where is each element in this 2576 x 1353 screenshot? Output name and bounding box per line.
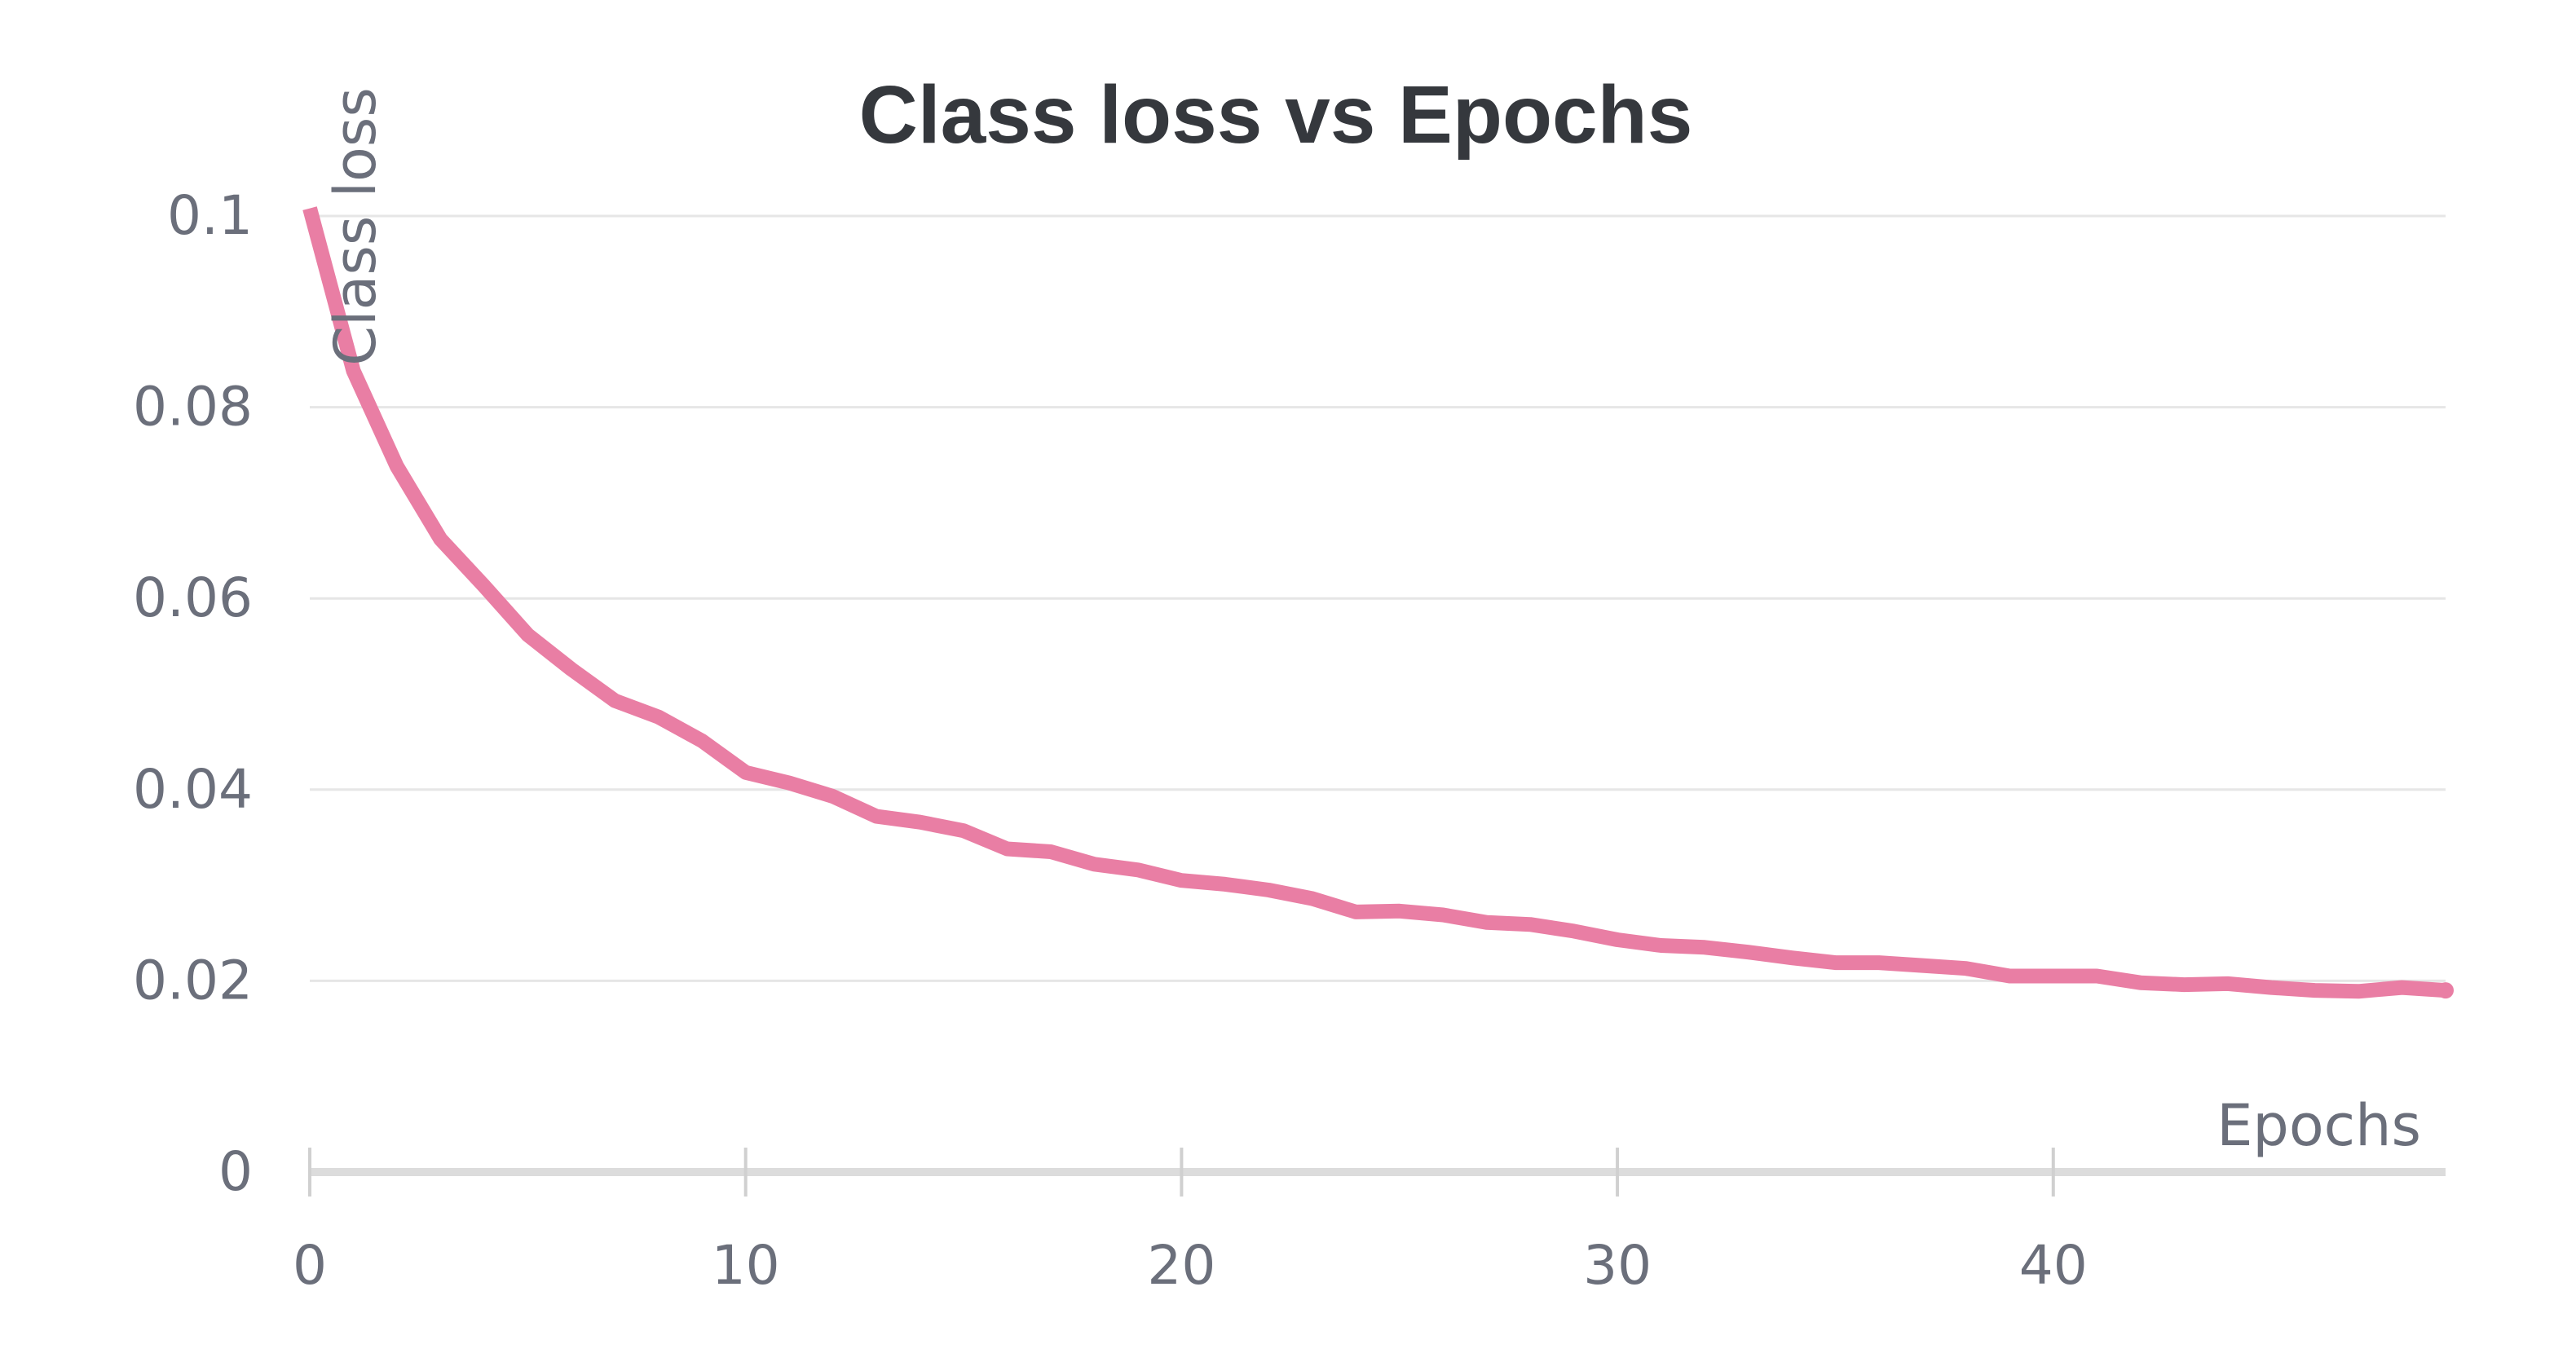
y-tick-label: 0.04 — [133, 758, 253, 821]
y-tick-label: 0.08 — [133, 376, 253, 439]
x-tick-label: 30 — [1583, 1234, 1652, 1297]
y-tick-label: 0 — [218, 1140, 253, 1203]
y-axis-ticks: 0 0.02 0.04 0.06 0.08 0.1 — [133, 184, 253, 1203]
x-tick-label: 40 — [2019, 1234, 2088, 1297]
y-axis-label: Class loss — [322, 87, 389, 366]
y-tick-label: 0.1 — [167, 184, 253, 247]
x-tick-label: 10 — [712, 1234, 780, 1297]
grid-lines — [310, 214, 2446, 982]
chart-title: Class loss vs Epochs — [859, 69, 1693, 161]
y-tick-label: 0.06 — [133, 566, 253, 629]
x-tick-label: 20 — [1147, 1234, 1215, 1297]
series-line — [302, 206, 2446, 999]
x-tick-label: 0 — [293, 1234, 327, 1297]
x-axis-label: Epochs — [2217, 1092, 2421, 1159]
x-axis-ticks: 0 10 20 30 40 — [293, 1148, 2088, 1297]
series-end-point — [2437, 982, 2454, 999]
y-tick-label: 0.02 — [133, 949, 253, 1011]
series-group — [302, 206, 2454, 999]
